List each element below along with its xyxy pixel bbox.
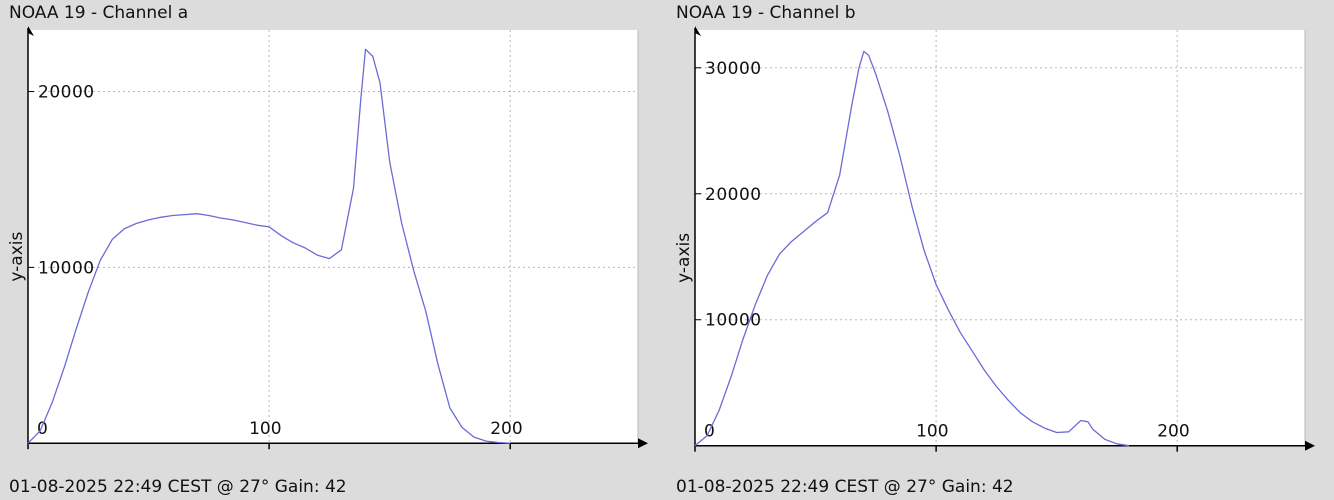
y-axis-label: y-axis [674,233,694,283]
y-axis-arrow-icon [695,26,701,36]
y-tick-label: 20000 [705,185,762,205]
plot-area [28,30,638,444]
chart-footer-status: 01-08-2025 22:49 CEST @ 27° Gain: 42 [9,477,347,497]
y-tick-label: 10000 [38,258,95,278]
plot-area [695,30,1305,446]
x-tick-label: 0 [37,419,48,439]
y-axis-arrow-icon [28,26,34,36]
chart-title: NOAA 19 - Channel b [676,3,856,23]
data-series-line [27,48,511,444]
x-axis-arrow-icon [1305,440,1315,451]
chart-panel-channel-a: NOAA 19 - Channel a 0 100 200 10000 20000 y-a… [7,3,648,497]
chart-panel-channel-b: NOAA 19 - Channel b 0 100 200 10000 20000 300… [667,0,1334,500]
chart-title: NOAA 19 - Channel a [9,3,189,23]
x-tick-label: 200 [490,419,522,439]
y-axis-label: y-axis [7,231,27,281]
y-tick-label: 10000 [705,311,762,331]
y-tick-label: 20000 [38,83,95,103]
line-chart-channel-a: 0 100 200 10000 20000 y-axis [7,26,648,450]
chart-footer-status: 01-08-2025 22:49 CEST @ 27° Gain: 42 [676,477,1014,497]
x-tick-label: 100 [916,422,948,442]
y-tick-label: 30000 [705,59,762,79]
x-axis-arrow-icon [638,438,648,449]
data-series-line [694,50,1130,447]
x-tick-label: 100 [249,419,281,439]
x-tick-label: 200 [1157,422,1189,442]
